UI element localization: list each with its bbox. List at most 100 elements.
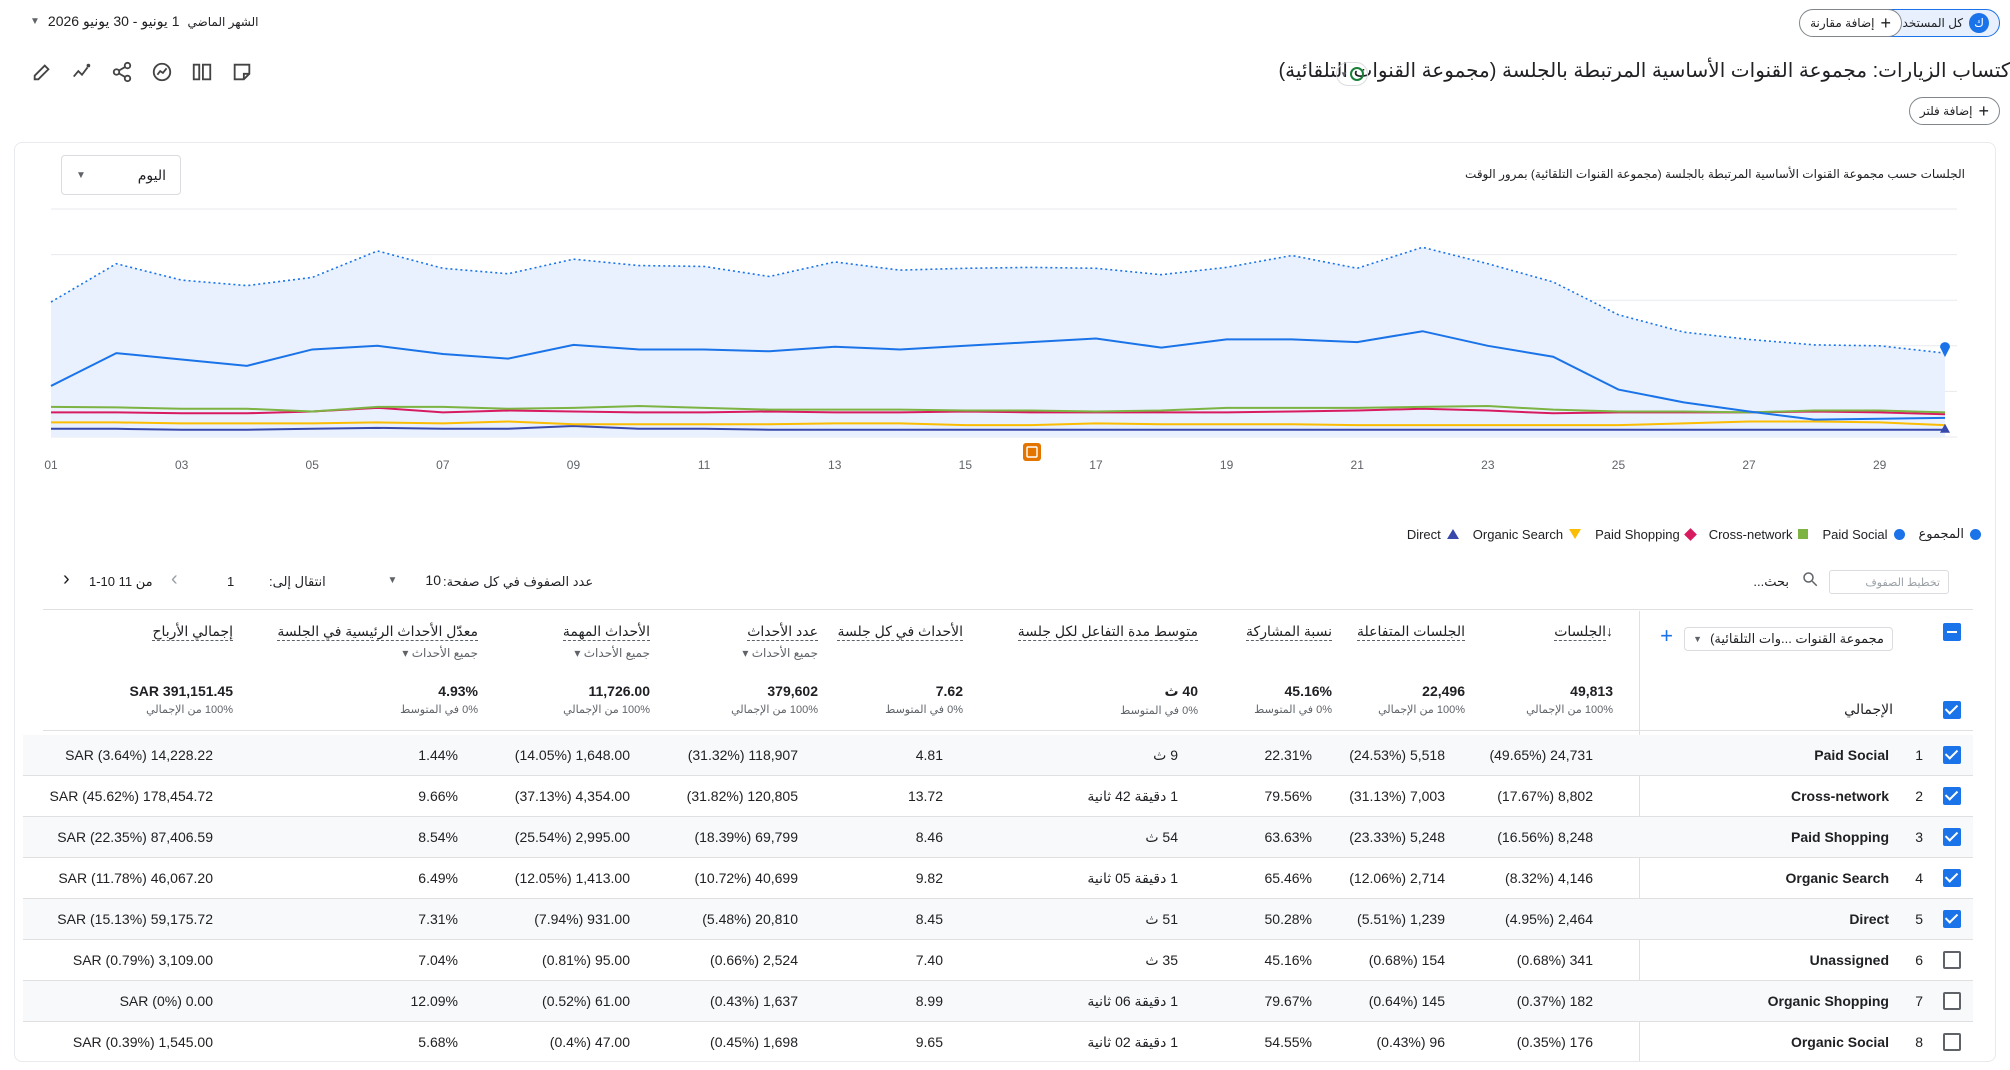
- row-index: 2: [1915, 788, 1923, 804]
- column-header[interactable]: الأحداث في كل جلسة: [823, 623, 963, 641]
- table-cell: 1 دقيقة 42 ثانية: [1087, 788, 1178, 804]
- granularity-select[interactable]: اليوم ▼: [61, 155, 181, 195]
- table-row[interactable]: 4 Organic Search 4,146 (8.32%) 2,714 (12.06…: [23, 858, 1973, 899]
- series-line: [50, 404, 1946, 414]
- legend-item[interactable]: Cross-network: [1709, 526, 1809, 542]
- edit-icon[interactable]: [28, 58, 56, 86]
- line-chart: 2.5 ألف2 ألف1.5 ألف1 ألف5000010305070911…: [44, 208, 1957, 472]
- table-row[interactable]: 6 Unassigned 341 (0.68%) 154 (0.68%) 45.16% 3…: [23, 940, 1973, 981]
- column-event-filter[interactable]: جميع الأحداث ▾: [574, 646, 650, 660]
- table-cell: 1 دقيقة 02 ثانية: [1087, 1034, 1178, 1050]
- row-dimension-value[interactable]: Direct: [1849, 911, 1889, 927]
- table-cell: 51 ث: [1145, 911, 1178, 927]
- column-header[interactable]: نسبة المشاركة: [1212, 623, 1332, 641]
- totals-cell: 11,726.00 100% من الإجمالي: [500, 683, 650, 716]
- legend-item[interactable]: Organic Search: [1472, 526, 1582, 542]
- row-dimension-value[interactable]: Organic Shopping: [1767, 993, 1889, 1009]
- title-status[interactable]: ▼: [1336, 62, 1368, 86]
- totals-value: 45.16%: [1284, 683, 1332, 699]
- goto-input[interactable]: 1: [227, 574, 235, 589]
- row-checkbox[interactable]: [1943, 869, 1961, 887]
- table-cell: 0.00 (0%) SAR: [119, 993, 213, 1009]
- totals-value: SAR 391,151.45: [129, 683, 233, 699]
- table-cell: 5.68%: [418, 1034, 458, 1050]
- search-box[interactable]: تخطيط الصفوف: [1829, 570, 1949, 594]
- circle-marker-icon: [1893, 528, 1905, 540]
- column-header[interactable]: إجمالي الأرباح: [53, 623, 233, 641]
- column-event-filter[interactable]: جميع الأحداث ▾: [742, 646, 818, 660]
- table-cell: 4.81: [915, 747, 943, 763]
- row-checkbox[interactable]: [1943, 746, 1961, 764]
- row-index: 4: [1915, 870, 1923, 886]
- totals-checkbox[interactable]: [1943, 701, 1961, 719]
- column-header[interactable]: معدّل الأحداث الرئيسية في الجلسة جميع الأ…: [228, 623, 478, 660]
- legend-item[interactable]: Paid Social: [1822, 526, 1905, 542]
- add-filter-button[interactable]: + إضافة فلتر: [1908, 97, 2000, 125]
- insights-icon[interactable]: [68, 58, 96, 86]
- prev-page-icon[interactable]: ›: [171, 568, 178, 590]
- row-dimension-value[interactable]: Paid Shopping: [1791, 829, 1889, 845]
- column-header[interactable]: ↓الجلسات: [1493, 623, 1613, 641]
- row-checkbox[interactable]: [1943, 1033, 1961, 1051]
- table-row[interactable]: 2 Cross-network 8,802 (17.67%) 7,003 (31.13…: [23, 776, 1973, 817]
- search-input[interactable]: تخطيط الصفوف: [1865, 576, 1940, 589]
- legend-label: Organic Search: [1472, 526, 1564, 542]
- column-header-label: عدد الأحداث: [747, 623, 818, 641]
- totals-value: 4.93%: [438, 683, 478, 699]
- x-tick-label: 21: [1351, 458, 1365, 472]
- row-checkbox[interactable]: [1943, 992, 1961, 1010]
- date-range-picker[interactable]: الشهر الماضي 1 يونيو - 30 يونيو 2026 ▼: [30, 13, 259, 30]
- table-row[interactable]: 3 Paid Shopping 8,248 (16.56%) 5,248 (23.33…: [23, 817, 1973, 858]
- table-cell: 4,146 (8.32%): [1505, 870, 1593, 886]
- granularity-value: اليوم: [137, 166, 166, 183]
- rows-per-page-select[interactable]: 10 ▼: [361, 572, 441, 588]
- row-dimension-value[interactable]: Paid Social: [1814, 747, 1889, 763]
- chart-legend: المجموع Paid Social Cross-network Paid Shop…: [1407, 526, 1981, 542]
- row-checkbox[interactable]: [1943, 910, 1961, 928]
- customize-columns-icon[interactable]: [188, 58, 216, 86]
- search-icon[interactable]: [1797, 570, 1819, 592]
- diamond-marker-icon: [1683, 527, 1697, 541]
- column-header[interactable]: الأحداث المهمة جميع الأحداث ▾: [500, 623, 650, 660]
- dimension-dropdown-label: مجموعة القنوات ...وات التلقائية): [1710, 631, 1884, 646]
- add-dimension-icon[interactable]: +: [1660, 623, 1673, 648]
- notes-icon[interactable]: [228, 58, 256, 86]
- pagination-text: 1-10 من 11: [89, 574, 153, 589]
- table-row[interactable]: 1 Paid Social 24,731 (49.65%) 5,518 (24.53%…: [23, 735, 1973, 776]
- row-dimension-value[interactable]: Organic Social: [1790, 1034, 1889, 1050]
- legend-label: Paid Shopping: [1595, 526, 1680, 542]
- row-dimension-value[interactable]: Organic Search: [1785, 870, 1890, 886]
- column-header[interactable]: متوسط مدة التفاعل لكل جلسة: [978, 623, 1198, 641]
- dimension-dropdown[interactable]: مجموعة القنوات ...وات التلقائية) ▼: [1684, 627, 1893, 651]
- chevron-down-icon: ▼: [1340, 69, 1348, 79]
- table-cell: 4,354.00 (37.13%): [514, 788, 630, 804]
- totals-cell: 4.93% 0% في المتوسط: [228, 683, 478, 716]
- totals-value: 11,726.00: [588, 683, 650, 699]
- compare-icon[interactable]: [148, 58, 176, 86]
- legend-item[interactable]: المجموع: [1919, 526, 1981, 542]
- column-header[interactable]: الجلسات المتفاعلة: [1325, 623, 1465, 641]
- table-cell: 3,109.00 (0.79%) SAR: [72, 952, 213, 968]
- row-checkbox[interactable]: [1943, 787, 1961, 805]
- table-cell: 1,698 (0.45%): [710, 1034, 798, 1050]
- table-cell: 178,454.72 (45.62%) SAR: [49, 788, 213, 804]
- row-checkbox[interactable]: [1943, 951, 1961, 969]
- column-header[interactable]: عدد الأحداث جميع الأحداث ▾: [648, 623, 818, 660]
- row-index: 8: [1915, 1034, 1923, 1050]
- plus-icon: +: [1978, 101, 1989, 121]
- legend-item[interactable]: Direct: [1407, 526, 1459, 542]
- column-event-filter[interactable]: جميع الأحداث ▾: [402, 646, 478, 660]
- next-page-icon[interactable]: ‹: [63, 568, 70, 590]
- row-dimension-value[interactable]: Cross-network: [1790, 788, 1889, 804]
- table-row[interactable]: 7 Organic Shopping 182 (0.37%) 145 (0.64%) 7…: [23, 981, 1973, 1022]
- row-checkbox[interactable]: [1943, 828, 1961, 846]
- table-row[interactable]: 5 Direct 2,464 (4.95%) 1,239 (5.51%) 50.28% 5…: [23, 899, 1973, 940]
- add-comparison-button[interactable]: + إضافة مقارنة: [1799, 9, 1902, 37]
- share-icon[interactable]: [108, 58, 136, 86]
- table-cell: 54 ث: [1145, 829, 1178, 845]
- x-tick-label: 27: [1742, 458, 1756, 472]
- table-row[interactable]: 8 Organic Social 176 (0.35%) 96 (0.43%) 54.5…: [23, 1022, 1973, 1061]
- report-card: الجلسات حسب مجموعة القنوات الأساسية المر…: [14, 142, 1996, 1062]
- row-dimension-value[interactable]: Unassigned: [1809, 952, 1889, 968]
- legend-item[interactable]: Paid Shopping: [1595, 526, 1697, 542]
